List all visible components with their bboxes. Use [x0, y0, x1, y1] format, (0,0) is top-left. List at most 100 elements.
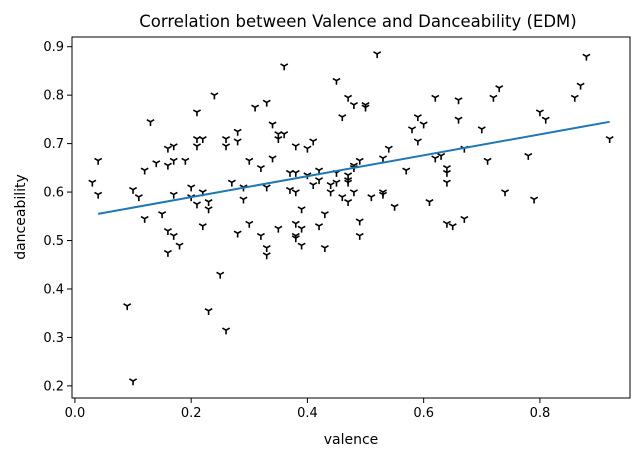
data-point [454, 116, 463, 124]
data-point [192, 143, 202, 151]
data-point [442, 169, 451, 177]
data-point [262, 99, 271, 107]
data-point [251, 104, 260, 112]
data-point [425, 198, 434, 206]
data-point [384, 145, 393, 153]
data-point [413, 138, 422, 146]
plot-frame [71, 36, 631, 399]
data-point [221, 327, 231, 335]
data-point [245, 220, 254, 228]
data-point [413, 114, 422, 122]
data-point [326, 189, 335, 197]
data-point [268, 121, 277, 129]
data-point [407, 126, 417, 134]
data-point [344, 198, 353, 206]
data-point [94, 191, 103, 199]
data-point [355, 232, 364, 240]
x-tick-label: 0.0 [65, 406, 86, 421]
data-point [338, 194, 347, 202]
data-point [285, 186, 295, 194]
data-point [582, 53, 591, 61]
data-point [541, 116, 550, 124]
data-point [187, 184, 196, 192]
data-point [570, 94, 579, 102]
data-point [338, 114, 347, 122]
data-point [123, 303, 132, 311]
data-point [268, 155, 277, 163]
data-point [163, 249, 172, 257]
data-point [192, 201, 202, 209]
data-point [344, 172, 353, 180]
data-point [332, 179, 341, 187]
data-point [309, 138, 318, 146]
data-point [140, 167, 149, 175]
data-point [262, 252, 271, 260]
data-point [291, 169, 300, 177]
x-tick-label: 0.8 [530, 406, 551, 421]
data-point [309, 181, 318, 189]
data-point [500, 189, 510, 197]
data-point [605, 135, 614, 143]
data-point [227, 179, 236, 187]
data-point [419, 121, 428, 129]
data-point [442, 179, 451, 187]
data-point [355, 157, 364, 165]
data-point [483, 157, 492, 165]
data-point [291, 235, 300, 243]
data-point [210, 92, 219, 100]
data-point [245, 157, 254, 165]
data-point [489, 94, 498, 102]
data-point [94, 157, 103, 165]
data-point [128, 186, 138, 194]
y-tick-label: 0.5 [43, 234, 64, 249]
data-point [169, 143, 178, 151]
data-point [134, 194, 143, 202]
data-point [233, 128, 242, 136]
data-point [297, 206, 306, 214]
data-point [378, 191, 388, 199]
data-point [146, 119, 155, 126]
data-point [442, 165, 451, 173]
data-point [437, 152, 446, 160]
x-tick-label: 0.6 [413, 406, 434, 421]
data-point [355, 218, 364, 226]
data-point [233, 138, 242, 146]
data-point [256, 165, 265, 173]
data-point [291, 143, 300, 151]
data-point [326, 181, 335, 189]
data-point [477, 126, 486, 134]
data-point [198, 135, 207, 143]
data-point [158, 211, 167, 219]
data-point [221, 143, 231, 151]
data-point [280, 131, 289, 139]
data-point [297, 242, 306, 250]
data-point [448, 223, 457, 231]
data-point [175, 242, 184, 250]
data-point [88, 179, 97, 187]
data-point [216, 271, 225, 279]
trend-line-layer [97, 120, 610, 215]
data-point [262, 184, 271, 192]
data-point [163, 145, 172, 153]
data-point [204, 307, 213, 315]
data-point [221, 135, 231, 143]
y-axis-label: danceability [13, 174, 29, 260]
data-point [163, 162, 172, 170]
data-point [181, 157, 190, 165]
data-point [390, 203, 399, 211]
data-point [274, 135, 283, 143]
data-point [460, 215, 469, 223]
data-point [163, 228, 172, 236]
data-point [128, 378, 138, 386]
data-point [314, 223, 324, 231]
data-point [291, 220, 300, 228]
data-point [291, 189, 300, 197]
data-point [198, 223, 207, 231]
data-point [530, 196, 539, 204]
data-point [373, 51, 382, 59]
data-point [169, 232, 178, 240]
data-point [349, 102, 358, 110]
data-point [320, 244, 329, 252]
